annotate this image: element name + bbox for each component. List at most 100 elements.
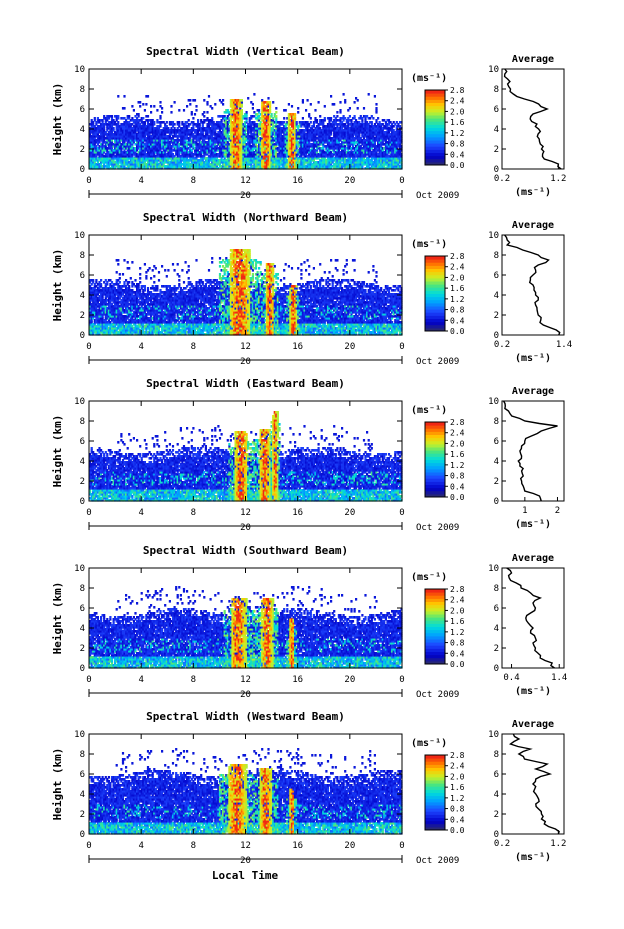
heatmap-cell [330,137,333,140]
heatmap-cell [136,165,139,168]
heatmap-cell [276,163,279,166]
heatmap-cell [110,123,114,126]
heatmap-cell [143,159,146,162]
heatmap-cell [267,119,270,122]
heatmap-cell [136,157,139,160]
heatmap-cell [264,149,267,152]
heatmap-cell [101,151,104,154]
heatmap-cell [265,129,268,132]
heatmap-cell [250,153,253,156]
heatmap-cell [140,135,143,138]
heatmap-cell [157,133,161,136]
heatmap-cell [101,123,104,126]
heatmap-cell [308,135,311,138]
heatmap-cell [336,115,339,118]
heatmap-cell [171,129,175,132]
heatmap-cell [96,139,99,142]
heatmap-cell [176,167,179,170]
heatmap-cell [237,147,240,150]
heatmap-cell [109,167,112,170]
heatmap-cell [215,123,218,126]
heatmap-cell [301,145,304,148]
heatmap-cell [100,123,103,126]
heatmap-cell [189,163,192,166]
heatmap-cell [153,167,156,170]
heatmap-cell [265,117,268,120]
heatmap-cell [253,167,256,170]
heatmap-cell [126,147,129,150]
heatmap-cell [301,157,304,160]
heatmap-cell [337,165,340,168]
heatmap-cell [109,149,112,152]
heatmap-cell [123,123,126,126]
heatmap-cell [197,135,200,138]
heatmap-cell [239,101,242,104]
heatmap-cell [171,167,175,170]
heatmap-cell [256,161,259,164]
heatmap-cell [253,157,256,160]
heatmap-cell [265,157,268,160]
heatmap-cell [151,163,154,166]
heatmap-cell [131,165,134,168]
heatmap-cell [286,135,289,138]
heatmap-cell [276,153,279,156]
heatmap-cell [279,135,283,138]
heatmap-cell [103,115,106,118]
heatmap-cell [107,157,110,160]
heatmap-cell [209,155,212,158]
heatmap-cell [220,135,223,138]
heatmap-cell [248,167,251,170]
heatmap-cell [286,147,289,150]
heatmap-cell [131,147,134,150]
heatmap-cell [212,141,215,144]
heatmap-cell [308,167,311,170]
heatmap-cell [112,129,115,132]
heatmap-cell [234,105,237,108]
heatmap-cell [331,127,334,130]
heatmap-cell [93,167,96,170]
heatmap-cell [197,119,200,122]
heatmap-cell [211,149,214,152]
heatmap-cell [192,159,195,162]
heatmap-cell [239,153,242,156]
heatmap-cell [314,143,317,146]
heatmap-cell [165,121,168,124]
colorbar-swatch [425,152,445,157]
heatmap-cell [229,155,232,158]
heatmap-cell [220,151,223,154]
heatmap-cell [336,127,339,130]
heatmap-cell [114,131,117,134]
heatmap-cell [129,165,132,168]
heatmap-cell [184,149,187,152]
heatmap-cell [314,137,317,140]
heatmap-cell [254,167,258,170]
heatmap-cell [225,119,228,122]
heatmap-cell [137,147,140,150]
heatmap-cell [231,127,234,130]
heatmap-cell [265,167,268,170]
heatmap-cell [281,159,284,162]
heatmap-cell [168,143,171,146]
heatmap-cell [245,155,248,158]
heatmap-cell [236,111,239,114]
heatmap-cell [267,129,270,132]
heatmap-cell [233,137,236,140]
heatmap-cell [109,127,112,130]
heatmap-cell [256,149,259,152]
heatmap-cell [218,123,222,126]
heatmap-cell [146,151,150,154]
heatmap-cell [286,153,289,156]
heatmap-cell [129,119,132,122]
heatmap-cell [278,159,281,162]
heatmap-cell [140,161,143,164]
heatmap-cell [229,143,232,146]
heatmap-cell [243,135,247,138]
heatmap-cell [311,155,314,158]
heatmap-cell [279,157,283,160]
heatmap-cell [218,135,222,138]
heatmap-cell [110,149,114,152]
heatmap-cell [167,145,170,148]
heatmap-cell [254,117,258,120]
heatmap-cell [287,127,290,130]
heatmap-cell [226,129,229,132]
